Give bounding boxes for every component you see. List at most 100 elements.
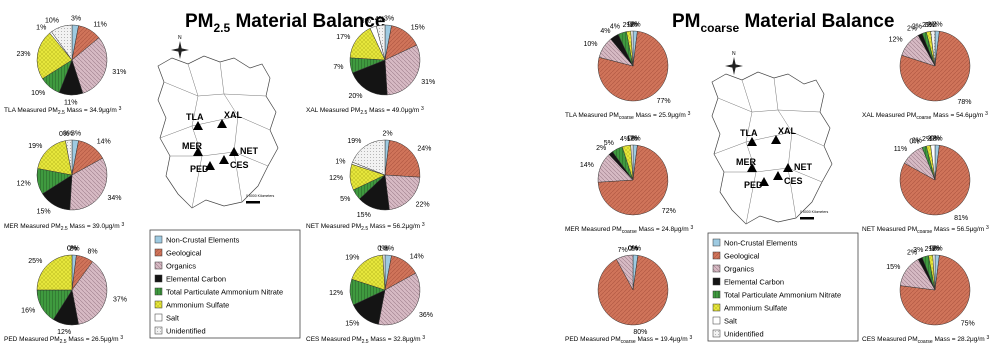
pm25-ped-slice-ammonium-sulfate <box>36 254 73 291</box>
pmcoarse-legend-label-non-crustal-elements: Non-Crustal Elements <box>724 239 798 248</box>
pm25-xal-slice-organics <box>384 44 421 96</box>
pm25-legend: Non-Crustal Elements Geological Organics El… <box>149 229 301 339</box>
pm25-ped-pct-ammonium-sulfate: 25% <box>28 258 42 265</box>
pm25-title-main: PM <box>185 11 214 32</box>
pmcoarse-site-label-mer: MER <box>736 157 757 167</box>
pm25-xal-pct-organics: 31% <box>421 79 435 86</box>
pm25-pie-net: 2% 24% 22% 15% 5% 12% 1% 19% NET Measured PM2.5 … <box>306 131 431 232</box>
pmcoarse-site-label-xal: XAL <box>778 126 797 136</box>
pmcoarse-ped-pct-organics: 7% <box>618 247 628 254</box>
pmcoarse-ces-pct-non-crustal-elements: 2% <box>933 246 943 253</box>
pm25-panel: PM2.5 Material Balance 3% 11% 31% 11% 10% 23%… <box>4 11 435 345</box>
pmcoarse-site-marker-xal <box>771 135 781 144</box>
pmcoarse-net-pct-total-particulate-ammonium-nitrate: 2% <box>912 138 922 145</box>
pm25-xal-pct-geological: 15% <box>411 24 425 31</box>
pmcoarse-xal-pct-non-crustal-elements: 2% <box>933 22 943 29</box>
pmcoarse-legend-swatch-organics <box>712 264 721 273</box>
pm25-title-rest: Material Balance <box>230 11 385 32</box>
pm25-ped-pct-salt: 0% <box>67 246 77 253</box>
pmcoarse-site-marker-net <box>783 163 793 172</box>
pm25-district-border <box>159 115 271 139</box>
pmcoarse-legend-swatch-salt <box>712 316 721 325</box>
pmcoarse-legend-swatch-elemental-carbon <box>712 277 721 286</box>
pmcoarse-net-pct-ammonium-sulfate: 2% <box>922 136 932 143</box>
pmcoarse-title-main: PM <box>672 11 701 32</box>
pm25-site-label-net: NET <box>240 146 259 156</box>
pmcoarse-mer-pct-total-particulate-ammonium-nitrate: 5% <box>604 140 614 147</box>
pm25-mer-pct-salt: 0% <box>59 131 69 138</box>
pm25-site-label-tla: TLA <box>186 112 204 122</box>
pmcoarse-ces-slice-salt <box>932 254 936 291</box>
pmcoarse-ces-pct-ammonium-sulfate: 2% <box>925 246 935 253</box>
pm25-ces-slice-organics <box>378 272 421 326</box>
pm25-mer-pct-non-crustal-elements: 3% <box>71 131 81 138</box>
pmcoarse-ped-slice-organics <box>616 254 634 291</box>
pm25-ped-slice-organics <box>71 261 108 325</box>
pm25-site-marker-ces <box>219 155 229 164</box>
pm25-legend-label-elemental-carbon: Elemental Carbon <box>166 275 226 284</box>
pmcoarse-district-border <box>741 79 757 225</box>
pm25-pie-ces: 3% 14% 36% 15% 12% 19% 0%1% CES Measured PM2.5 … <box>306 246 433 346</box>
pmcoarse-mer-pct-unidentified: 0% <box>628 136 638 143</box>
pm25-ces-pct-unidentified: 1% <box>379 246 389 253</box>
pm25-net-pct-unidentified: 19% <box>347 138 361 145</box>
pmcoarse-mer-pct-organics: 14% <box>580 162 594 169</box>
pm25-legend-label-non-crustal-elements: Non-Crustal Elements <box>166 236 240 245</box>
pm25-net-pct-total-particulate-ammonium-nitrate: 5% <box>340 196 350 203</box>
pm25-tla-pct-salt: 1% <box>36 24 46 31</box>
pmcoarse-site-marker-ped <box>759 177 769 186</box>
pm25-legend-swatch-salt <box>154 313 163 322</box>
pm25-ped-pct-total-particulate-ammonium-nitrate: 16% <box>21 308 35 315</box>
pm25-compass-icon <box>171 41 189 59</box>
pm25-tla-caption: TLA Measured PM2.5 Mass = 34.9μg/m 3 <box>4 106 122 116</box>
pmcoarse-legend-label-unidentified: Unidentified <box>724 330 764 339</box>
pm25-ces-pct-salt: 0% <box>377 246 387 253</box>
pmcoarse-xal-slice-unidentified <box>930 30 936 67</box>
pm25-legend-swatch-elemental-carbon <box>154 274 163 283</box>
pm25-ces-pct-total-particulate-ammonium-nitrate: 12% <box>329 290 343 297</box>
pm25-mer-slice-unidentified <box>65 139 73 176</box>
pmcoarse-tla-pct-ammonium-sulfate: 2% <box>623 22 633 29</box>
pmcoarse-legend-swatch-geological <box>712 251 721 260</box>
pmcoarse-ces-pct-elemental-carbon: 2% <box>907 250 917 257</box>
pm25-ces-slice-unidentified <box>382 254 386 291</box>
pm25-site-map: N 0 5000 Kilometers TLA XAL MER NET PED CES <box>157 35 279 209</box>
pm25-net-pct-elemental-carbon: 15% <box>357 212 371 219</box>
pm25-mer-pct-elemental-carbon: 15% <box>37 209 51 216</box>
pmcoarse-scale-text: 0 5000 Kilometers <box>800 210 828 214</box>
pm25-mer-caption: MER Measured PM2.5 Mass = 39.0μg/m 3 <box>4 222 124 232</box>
pm25-mer-pct-geological: 14% <box>97 139 111 146</box>
pmcoarse-ces-pct-organics: 15% <box>886 264 900 271</box>
pm25-legend-label-ammonium-sulfate: Ammonium Sulfate <box>166 301 229 310</box>
pm25-site-marker-xal <box>217 119 227 128</box>
pmcoarse-mer-pct-ammonium-sulfate: 4% <box>620 136 630 143</box>
pmcoarse-site-marker-ces <box>773 171 783 180</box>
pmcoarse-ces-pct-geological: 75% <box>961 321 975 328</box>
pmcoarse-net-caption: NET Measured PMcoarse Mass = 56.5μg/m 3 <box>862 225 989 235</box>
pmcoarse-mer-slice-salt <box>630 144 634 181</box>
pm25-legend-label-geological: Geological <box>166 249 202 258</box>
pm25-legend-swatch-ammonium-sulfate <box>154 300 163 309</box>
pm25-legend-label-salt: Salt <box>166 314 180 323</box>
pmcoarse-tla-pct-unidentified: 0% <box>628 22 638 29</box>
pm25-tla-pct-unidentified: 10% <box>45 18 59 25</box>
pmcoarse-xal-pct-organics: 12% <box>889 37 903 44</box>
pm25-pie-tla: 3%11%31%11%10%23%1%10%TLA Measured PM2.5… <box>4 16 126 116</box>
pmcoarse-legend-swatch-non-crustal-elements <box>712 238 721 247</box>
pmcoarse-legend-label-organics: Organics <box>724 265 754 274</box>
pmcoarse-mer-pct-non-crustal-elements: 2% <box>631 136 641 143</box>
pmcoarse-xal-pct-total-particulate-ammonium-nitrate: 2% <box>912 24 922 31</box>
pmcoarse-xal-pct-elemental-carbon: 2% <box>907 26 917 33</box>
pm25-tla-pct-non-crustal-elements: 3% <box>71 16 81 23</box>
pm25-net-pct-organics: 22% <box>416 201 430 208</box>
pmcoarse-title: PMcoarse Material Balance <box>672 11 894 35</box>
pm25-net-caption: NET Measured PM2.5 Mass = 56.2μg/m 3 <box>306 222 425 232</box>
pm25-xal-caption: XAL Measured PM2.5 Mass = 49.0μg/m 3 <box>306 106 424 116</box>
pm25-tla-slice-organics <box>71 37 108 94</box>
pm25-legend-label-unidentified: Unidentified <box>166 327 206 336</box>
pm25-net-pct-salt: 1% <box>335 158 345 165</box>
pm25-legend-swatch-non-crustal-elements <box>154 235 163 244</box>
pmcoarse-tla-caption: TLA Measured PMcoarse Mass = 25.9μg/m 3 <box>565 111 691 121</box>
pm25-ces-pct-elemental-carbon: 15% <box>345 321 359 328</box>
